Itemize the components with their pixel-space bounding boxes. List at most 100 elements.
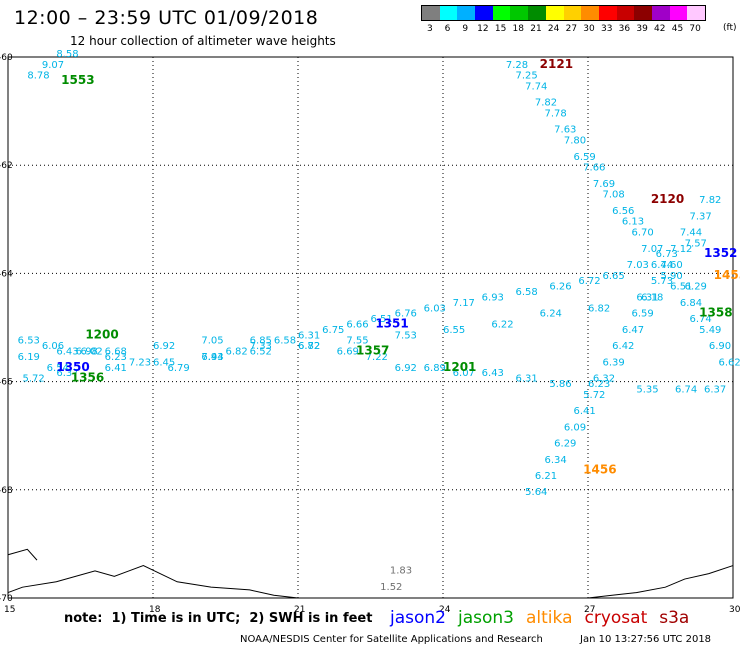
wave-height-value: 7.03 — [627, 260, 649, 271]
legend-labels: 3 6 9 12 15 18 21 24 27 30 33 36 39 42 45 70 — [421, 24, 706, 34]
legend-swatch — [669, 6, 688, 20]
pass-time-label: 1350 — [56, 360, 89, 374]
legend-label: 18 — [512, 24, 524, 34]
legend-label: 9 — [462, 24, 469, 34]
legend-swatch — [563, 6, 582, 20]
lat-tick-label: -66 — [0, 378, 13, 388]
pass-time-label: 1200 — [85, 327, 118, 341]
wave-height-value: 6.58 — [516, 287, 538, 298]
wave-height-value: 6.29 — [554, 439, 576, 450]
wave-height-value: 6.19 — [18, 352, 40, 363]
legend-swatch — [598, 6, 617, 20]
wave-height-value: 6.85 — [250, 336, 272, 347]
wave-height-value: 6.22 — [491, 320, 513, 331]
legend-label: 27 — [565, 24, 578, 34]
satellite-name-s3a: s3a — [659, 608, 690, 628]
legend-swatch — [651, 6, 670, 20]
legend-swatch — [528, 6, 546, 20]
pass-time-label: 1357 — [356, 344, 389, 358]
wave-height-value: 6.75 — [322, 325, 344, 336]
pass-time-label: 1456 — [583, 463, 616, 477]
coastline-island — [7, 548, 38, 561]
wave-height-value: 6.41 — [574, 406, 596, 417]
wave-height-value: 5.64 — [525, 487, 547, 498]
legend-label: 45 — [671, 24, 684, 34]
wave-height-value: 1.52 — [380, 582, 402, 593]
wave-height-value: 6.92 — [153, 341, 175, 352]
wave-height-value: 6.23 — [105, 352, 127, 363]
wave-height-value: 6.74 — [690, 314, 712, 325]
wave-height-value: 8.78 — [27, 71, 49, 82]
wave-height-value: 7.33 — [250, 341, 272, 352]
pass-time-label: 1351 — [375, 317, 408, 331]
wave-height-value: 6.59 — [632, 309, 654, 320]
pass-time-label: 2120 — [651, 192, 684, 206]
wave-height-value: 5.73 — [651, 276, 673, 287]
wave-height-value: 7.44 — [680, 228, 702, 239]
wave-height-value: 8.58 — [56, 49, 78, 60]
wave-height-value: 6.79 — [168, 363, 190, 374]
legend-swatch — [510, 6, 529, 20]
wave-height-value: 6.54 — [47, 363, 69, 374]
legend-swatch — [634, 6, 652, 20]
wave-height-value: 6.18 — [641, 292, 663, 303]
wave-height-value: 6.52 — [250, 347, 272, 358]
legend-label: 33 — [600, 24, 613, 34]
wave-height-value: 7.60 — [661, 260, 683, 271]
wave-height-value: 6.21 — [535, 471, 557, 482]
wave-height-value: 5.35 — [636, 384, 658, 395]
wave-height-value: 6.98 — [76, 347, 98, 358]
pass-time-label: 1356 — [71, 371, 104, 385]
legend-label: 15 — [494, 24, 507, 34]
wave-height-value: 6.26 — [549, 282, 571, 293]
satellite-name-cryosat: cryosat — [584, 608, 648, 628]
wave-height-value: 6.68 — [105, 347, 127, 358]
wave-height-value: 1.83 — [390, 566, 412, 577]
lon-tick-label: 27 — [584, 605, 595, 615]
wave-height-value: 6.82 — [226, 347, 248, 358]
wave-height-value: 6.37 — [56, 368, 78, 379]
legend-label: 6 — [444, 24, 451, 34]
wave-height-value: 5.90 — [661, 271, 683, 282]
wave-height-value: 6.72 — [298, 341, 320, 352]
wave-height-value: 7.05 — [201, 336, 223, 347]
legend-label: 36 — [618, 24, 631, 34]
legend-label: 21 — [530, 24, 542, 34]
legend-swatch — [581, 6, 599, 20]
wave-height-value: 6.84 — [680, 298, 702, 309]
satellite-name-jason2: jason2 — [390, 608, 446, 628]
wave-height-value: 7.69 — [593, 179, 615, 190]
legend-unit: (ft) — [723, 23, 737, 33]
pass-time-label: 1358 — [699, 306, 732, 320]
wave-height-value: 6.53 — [18, 336, 40, 347]
footer-note: note: 1) Time is in UTC; 2) SWH is in fe… — [64, 611, 373, 626]
wave-height-value: 7.53 — [395, 330, 417, 341]
wave-height-value: 7.07 — [641, 244, 663, 255]
legend-swatch — [545, 6, 564, 20]
pass-time-label: 1553 — [61, 73, 94, 87]
wave-height-value: 7.08 — [603, 190, 625, 201]
wave-height-value: 7.66 — [583, 163, 605, 174]
wave-height-value: 7.17 — [453, 298, 475, 309]
satellite-name-jason3: jason3 — [458, 608, 514, 628]
wave-height-value: 9.07 — [42, 60, 64, 71]
pass-time-label: 1352 — [704, 246, 737, 260]
legend-label: 24 — [547, 24, 560, 34]
lon-tick-label: 21 — [294, 605, 305, 615]
color-scale-legend: 3 6 9 12 15 18 21 24 27 30 33 36 39 42 45 70 (ft) — [421, 5, 737, 34]
wave-height-value: 6.90 — [709, 341, 731, 352]
legend-label: 39 — [636, 24, 648, 34]
wave-height-value: 7.82 — [699, 195, 721, 206]
wave-height-value: 6.69 — [337, 347, 359, 358]
satellite-name-altika: altika — [526, 608, 573, 628]
wave-height-value: 5.72 — [583, 390, 605, 401]
wave-height-value: 6.66 — [346, 320, 368, 331]
wave-height-value: 6.65 — [603, 271, 625, 282]
wave-height-value: 7.74 — [525, 81, 547, 92]
lat-tick-label: -68 — [0, 486, 13, 496]
wave-height-value: 7.55 — [346, 336, 368, 347]
page-subtitle: 12 hour collection of altimeter wave hei… — [70, 34, 336, 48]
wave-height-value: 6.39 — [603, 357, 625, 368]
wave-height-value: 6.45 — [153, 357, 175, 368]
